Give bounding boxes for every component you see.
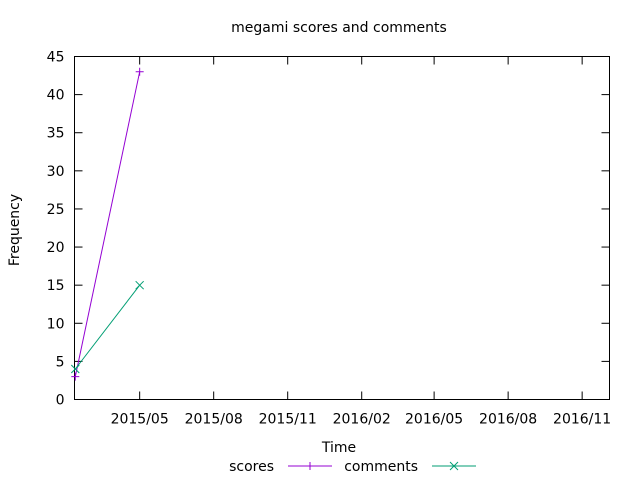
series-layer <box>70 67 145 381</box>
series-comments <box>70 280 145 374</box>
chart-title: megami scores and comments <box>231 20 447 36</box>
y-axis-ticks: 0 5 10 15 20 25 30 35 40 45 <box>47 50 610 409</box>
comments-line <box>74 284 141 370</box>
x-tick-label: 2016/11 <box>553 412 611 428</box>
legend-label: scores <box>229 459 274 475</box>
y-tick-label: 40 <box>47 88 65 104</box>
y-tick-label: 0 <box>56 393 65 409</box>
series-scores <box>71 67 144 381</box>
x-tick-label: 2016/05 <box>405 412 463 428</box>
scores-line <box>74 71 141 377</box>
y-tick-label: 35 <box>47 126 65 142</box>
y-tick-label: 5 <box>56 354 65 370</box>
scores-point <box>71 372 80 381</box>
scores-point <box>135 67 144 76</box>
legend-label: comments <box>344 459 418 475</box>
x-axis-ticks: 2015/05 2015/08 2015/11 2016/02 2016/05 2016/… <box>111 56 611 428</box>
x-tick-label: 2016/02 <box>333 412 391 428</box>
comments-point <box>135 280 145 290</box>
x-axis-label: Time <box>321 440 356 456</box>
y-tick-label: 45 <box>47 50 65 66</box>
y-tick-label: 10 <box>47 316 65 332</box>
y-axis-label: Frequency <box>7 194 23 266</box>
plot-frame <box>74 56 610 400</box>
y-tick-label: 20 <box>47 240 65 256</box>
x-tick-label: 2015/08 <box>185 412 243 428</box>
y-tick-label: 25 <box>47 202 65 218</box>
legend-swatch-marker <box>449 461 459 471</box>
legend: scores comments <box>229 459 476 475</box>
x-tick-label: 2015/11 <box>259 412 317 428</box>
y-tick-label: 30 <box>47 164 65 180</box>
legend-item-comments: comments <box>344 459 476 475</box>
x-tick-label: 2015/05 <box>111 412 169 428</box>
y-tick-label: 15 <box>47 278 65 294</box>
x-tick-label: 2016/08 <box>479 412 537 428</box>
legend-swatch-marker <box>306 462 314 470</box>
comments-point <box>70 364 80 374</box>
legend-item-scores: scores <box>229 459 332 475</box>
